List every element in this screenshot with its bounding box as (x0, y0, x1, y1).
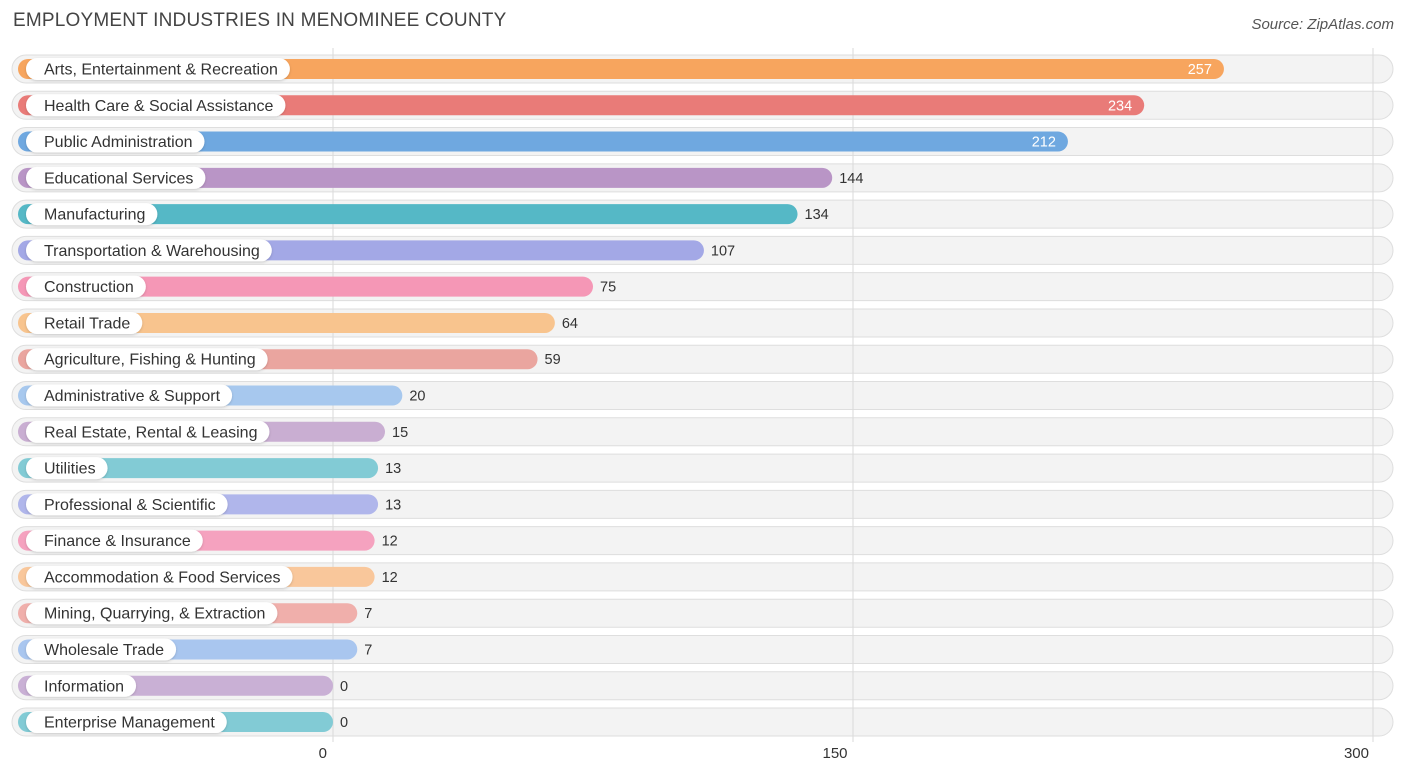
bar-group: Arts, Entertainment & Recreation 257 (18, 58, 1224, 80)
category-label-pill (26, 529, 203, 552)
category-label: Construction (44, 279, 134, 296)
bar-group: Finance & Insurance 12 (18, 529, 398, 552)
bar-group: Real Estate, Rental & Leasing 15 (18, 420, 408, 443)
category-label: Information (44, 678, 124, 695)
value-label: 7 (364, 606, 372, 622)
x-tick-label: 150 (822, 745, 847, 762)
bar-group: Professional & Scientific 13 (18, 493, 401, 516)
value-label: 257 (1188, 62, 1212, 78)
bar-group: Administrative & Support 20 (18, 384, 425, 407)
row-background (11, 707, 1394, 737)
category-label-pill (26, 638, 177, 661)
value-label: 0 (340, 679, 348, 695)
category-label-pill (26, 602, 278, 625)
bar (18, 458, 379, 479)
bar-group: Wholesale Trade 7 (18, 638, 372, 661)
bar-group: Information 0 (18, 674, 348, 697)
bar (18, 204, 798, 225)
bar-group: Manufacturing 134 (18, 203, 829, 226)
bar (18, 59, 1224, 79)
value-label: 64 (562, 316, 578, 332)
category-label-pill (26, 239, 272, 262)
category-label: Mining, Quarrying, & Extraction (44, 606, 265, 623)
category-label-pill (26, 565, 293, 588)
category-label: Retail Trade (44, 315, 130, 332)
value-label: 107 (711, 243, 735, 259)
category-label-pill (26, 711, 227, 734)
category-label-pill (26, 674, 137, 697)
category-label-pill (26, 348, 268, 371)
row-background (11, 634, 1394, 664)
bar-group: Enterprise Management 0 (18, 711, 348, 734)
category-label-pill (26, 311, 143, 334)
bar-group: Agriculture, Fishing & Hunting 59 (18, 348, 561, 371)
category-label-pill (26, 420, 270, 443)
value-label: 12 (382, 570, 398, 586)
bar-group: Health Care & Social Assistance 234 (18, 94, 1145, 117)
category-label: Manufacturing (44, 207, 145, 224)
value-label: 234 (1108, 98, 1132, 114)
bar-group: Educational Services 144 (18, 166, 863, 189)
value-label: 59 (545, 352, 561, 368)
bar-group: Public Administration 212 (18, 130, 1068, 153)
value-label: 144 (839, 171, 863, 187)
value-label: 12 (382, 534, 398, 550)
value-label: 15 (392, 425, 408, 441)
category-label: Accommodation & Food Services (44, 569, 281, 586)
category-label: Public Administration (44, 134, 193, 151)
value-label: 212 (1032, 135, 1056, 151)
category-label: Utilities (44, 461, 96, 478)
value-label: 13 (385, 497, 401, 513)
bar-group: Retail Trade 64 (18, 311, 578, 334)
bar-group: Construction 75 (18, 275, 616, 298)
category-label: Finance & Insurance (44, 533, 191, 550)
bar (18, 131, 1068, 152)
category-label-pill (26, 457, 108, 480)
value-label: 134 (805, 207, 829, 223)
x-tick-label: 300 (1344, 745, 1369, 762)
bar (18, 95, 1145, 116)
category-label-pill (26, 130, 205, 153)
x-tick-label: 0 (319, 745, 327, 762)
bar (18, 312, 555, 333)
category-label-pill (26, 203, 158, 226)
value-label: 7 (364, 642, 372, 658)
category-label-pill (26, 493, 228, 516)
category-label-pill (26, 384, 233, 407)
row-background (11, 671, 1394, 701)
row-background (11, 598, 1394, 628)
bar-group: Mining, Quarrying, & Extraction 7 (18, 602, 372, 625)
value-label: 13 (385, 461, 401, 477)
category-label-pill (26, 94, 286, 117)
category-label-pill (26, 58, 290, 80)
category-label: Professional & Scientific (44, 497, 216, 514)
bar (18, 167, 833, 188)
category-label-pill (26, 166, 206, 189)
bar (18, 276, 593, 297)
source-label: Source: ZipAtlas.com (1251, 16, 1394, 33)
category-label: Arts, Entertainment & Recreation (44, 62, 278, 79)
chart-title: EMPLOYMENT INDUSTRIES IN MENOMINEE COUNT… (13, 10, 507, 31)
category-label: Wholesale Trade (44, 642, 164, 659)
value-label: 0 (340, 715, 348, 731)
category-label: Real Estate, Rental & Leasing (44, 424, 257, 441)
bar-group: Accommodation & Food Services 12 (18, 565, 398, 588)
category-label: Enterprise Management (44, 715, 215, 732)
value-label: 20 (409, 389, 425, 405)
category-label-pill (26, 275, 146, 298)
bar-group: Utilities 13 (18, 457, 401, 480)
bar-group: Transportation & Warehousing 107 (18, 239, 735, 262)
value-label: 75 (600, 280, 616, 296)
category-label: Administrative & Support (44, 388, 221, 405)
category-label: Transportation & Warehousing (44, 243, 260, 260)
category-label: Health Care & Social Assistance (44, 98, 274, 115)
category-label: Educational Services (44, 170, 193, 187)
category-label: Agriculture, Fishing & Hunting (44, 352, 256, 369)
